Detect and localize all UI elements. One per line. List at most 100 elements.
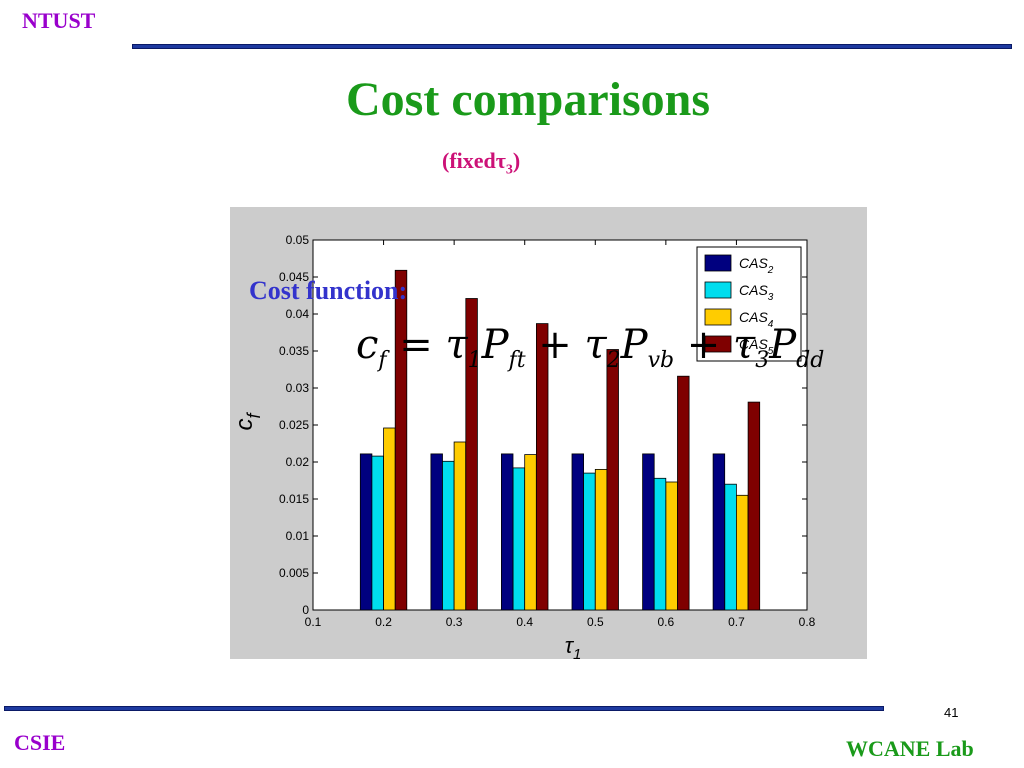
legend-swatch [704, 335, 732, 353]
bar-cas4-0.2 [383, 427, 396, 611]
bar-cas2-0.3 [430, 453, 443, 611]
legend-label: CAS4 [739, 309, 774, 330]
slide-title: Cost comparisons [346, 73, 711, 126]
formula-tau3-sub: 3 [755, 348, 770, 373]
formula-p1-sub: ft [508, 348, 526, 373]
formula-p1: P [481, 322, 509, 368]
y-tick-label: 0 [302, 603, 309, 617]
bar-chart: 0 0.005 0.01 0.015 0.02 0.025 0.03 0.035 0.04 0.0… [231, 233, 816, 659]
formula-tau1-sub: 1 [467, 348, 482, 373]
legend-label-main: CAS [739, 282, 768, 298]
legend-label-sub: 2 [767, 265, 774, 276]
x-tick-label: 0.6 [658, 615, 675, 629]
y-tick-label: 0.045 [279, 270, 309, 284]
y-axis-label-sub: f [244, 412, 264, 419]
y-tick-label: 0.05 [286, 233, 310, 247]
legend-label: CAS3 [739, 282, 774, 303]
x-axis-label-sub: 1 [573, 646, 581, 659]
bar-cas5-0.7 [747, 401, 761, 611]
x-tick-label: 0.2 [375, 615, 392, 629]
legend-label-main: CAS [739, 255, 768, 271]
y-axis-label-main: c [231, 419, 258, 431]
formula-tau3: τ [733, 322, 756, 368]
formula-tau2: τ [584, 322, 607, 368]
legend-label-sub: 3 [768, 292, 774, 303]
legend-swatch [704, 308, 732, 326]
formula-tau1: τ [445, 322, 468, 368]
bar-cas4-0.5 [594, 468, 608, 611]
x-axis-label: τ1 [565, 633, 582, 659]
legend-label-sub: 5 [768, 346, 774, 357]
bottom-divider [4, 706, 884, 711]
formula-p2-sub: vb [647, 348, 675, 373]
x-tick-label: 0.8 [799, 615, 816, 629]
bar-cas4-0.4 [524, 454, 537, 611]
bar-cas3-0.4 [512, 467, 526, 611]
slide-subtitle: (fixedτ3) [442, 148, 520, 178]
subtitle-tau: τ [495, 148, 506, 173]
x-tick-label: 0.7 [728, 615, 745, 629]
header-logo-text: NTUST [22, 8, 96, 33]
bar-cas2-0.7 [712, 453, 726, 611]
x-tick-label: 0.5 [587, 615, 604, 629]
legend-label: CAS5 [739, 336, 774, 357]
legend-swatch [704, 254, 732, 272]
bar-cas5-0.2 [394, 269, 408, 611]
bar-cas4-0.3 [453, 441, 467, 611]
x-axis-label-main: τ [565, 633, 575, 658]
legend-label: CAS2 [739, 255, 774, 276]
top-divider [132, 44, 1012, 49]
formula-p3-sub: dd [796, 348, 825, 373]
bar-cas2-0.4 [500, 453, 514, 611]
legend-label-sub: 4 [768, 319, 774, 330]
cost-function-label: Cost function: [249, 276, 408, 305]
bar-cas2-0.6 [642, 453, 655, 611]
subtitle-suffix: ) [512, 148, 521, 173]
cost-formula: cf = τ1Pft + τ2Pvb + τ3Pdd [356, 322, 824, 373]
subtitle-prefix: (fixed [442, 148, 496, 173]
footer-right-text: WCANE Lab [846, 736, 974, 761]
legend-label-main: CAS [739, 336, 768, 352]
formula-plus1: + [525, 322, 585, 368]
bar-cas3-0.2 [371, 455, 384, 611]
y-tick-label: 0.005 [279, 566, 309, 580]
y-axis: 0 0.005 0.01 0.015 0.02 0.025 0.03 0.035 0.04 0.0… [279, 233, 807, 617]
y-tick-label: 0.015 [279, 492, 309, 506]
y-tick-label: 0.04 [286, 307, 310, 321]
y-tick-label: 0.03 [286, 381, 310, 395]
page-number: 41 [944, 705, 959, 720]
bar-series [359, 269, 761, 611]
formula-p2: P [620, 322, 648, 368]
bar-cas5-0.4 [535, 323, 549, 611]
bar-cas5-0.3 [465, 298, 478, 611]
x-tick-label: 0.3 [446, 615, 463, 629]
bar-cas5-0.6 [677, 375, 690, 611]
x-tick-label: 0.1 [305, 615, 322, 629]
legend-label-main: CAS [739, 309, 768, 325]
y-tick-label: 0.035 [279, 344, 309, 358]
x-tick-label: 0.4 [516, 615, 533, 629]
bar-cas3-0.6 [653, 477, 667, 611]
x-axis: 0.1 0.2 0.3 0.4 0.5 0.6 0.7 0.8 [305, 240, 816, 629]
formula-p3: P [769, 322, 797, 368]
bar-cas3-0.3 [442, 460, 455, 611]
formula-plus2: + [674, 322, 734, 368]
formula-tau2-sub: 2 [606, 348, 621, 373]
bar-cas5-0.5 [606, 349, 619, 611]
y-tick-label: 0.01 [286, 529, 310, 543]
footer-left-text: CSIE [14, 730, 66, 755]
bar-cas2-0.5 [571, 453, 585, 611]
y-tick-label: 0.025 [279, 418, 309, 432]
formula-eq: = [386, 322, 446, 368]
bar-cas3-0.5 [583, 472, 596, 611]
y-axis-label: cf [231, 412, 264, 431]
legend-swatch [704, 281, 732, 299]
bar-cas2-0.2 [359, 453, 373, 611]
bar-cas4-0.7 [735, 494, 749, 611]
bar-cas3-0.7 [724, 483, 737, 611]
bar-cas4-0.6 [665, 481, 678, 611]
formula-c: c [356, 322, 379, 368]
subtitle-tau-sub: 3 [505, 162, 513, 178]
formula-c-sub: f [378, 348, 387, 373]
